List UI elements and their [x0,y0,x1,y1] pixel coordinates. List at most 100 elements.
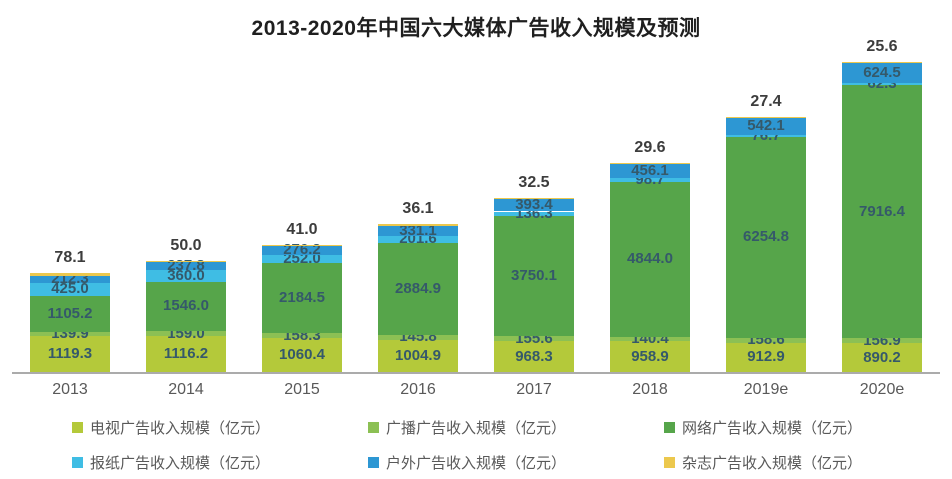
segment-tv [610,341,690,372]
legend-swatch-radio [368,422,379,433]
stacked-bar-2018: 958.9 140.4 4844.0 98.7 456.1 29.6 [610,139,690,372]
legend-label-radio: 广播广告收入规模（亿元） [386,420,567,437]
segment-tv [378,339,458,372]
legend-item-newspaper: 报纸广告收入规模（亿元） [72,452,368,473]
segment-magazine [262,244,342,247]
segment-tv [494,340,574,372]
x-axis-label-2015: 2015 [284,381,320,398]
segment-radio [494,336,574,341]
legend-item-outdoor: 户外广告收入规模（亿元） [368,452,664,473]
legend: 电视广告收入规模（亿元） 广播广告收入规模（亿元） 网络广告收入规模（亿元） 报纸广告… [72,417,952,473]
legend-label-tv: 电视广告收入规模（亿元） [90,420,271,437]
segment-network [30,296,110,332]
x-axis: 2013 2014 2015 2016 2017 2018 2019e 2020e [12,381,940,399]
segment-newspaper [146,270,226,282]
bar-column-2018: 958.9 140.4 4844.0 98.7 456.1 29.6 [592,46,708,372]
segment-network [262,262,342,333]
segment-network [494,215,574,336]
segment-radio [378,335,458,340]
plot-area: 1119.3 139.9 1105.2 425.0 212.3 78.1 1116.2 159… [12,39,940,374]
segment-network [610,181,690,337]
segment-magazine [610,162,690,164]
segment-outdoor [610,163,690,179]
x-axis-label-2017: 2017 [516,381,552,398]
segment-newspaper [610,178,690,182]
x-axis-label-2018: 2018 [632,381,668,398]
segment-magazine [726,116,806,118]
value-label-magazine: 50.0 [170,236,202,254]
segment-radio [726,337,806,343]
bar-column-2019e: 912.9 158.6 6254.8 76.7 542.1 27.4 [708,46,824,372]
segment-outdoor [146,262,226,271]
x-axis-label-2013: 2013 [52,381,88,398]
segment-outdoor [842,62,922,83]
segment-radio [262,332,342,339]
stacked-bar-2013: 1119.3 139.9 1105.2 425.0 212.3 78.1 [30,250,110,372]
segment-network [378,242,458,336]
x-axis-label-2020e: 2020e [859,381,905,398]
bar-column-2017: 968.3 155.6 3750.1 136.3 393.4 32.5 [476,46,592,372]
stacked-bar-2016: 1004.9 145.8 2884.9 201.6 331.1 36.1 [378,201,458,372]
legend-swatch-newspaper [72,457,83,468]
x-axis-label-2014: 2014 [168,381,204,398]
value-label-magazine: 32.5 [518,173,550,191]
stacked-bar-2014: 1116.2 159.0 1546.0 360.0 237.8 50.0 [146,237,226,372]
segment-radio [842,338,922,344]
segment-newspaper [842,82,922,85]
segment-tv [262,338,342,372]
segment-network [146,281,226,332]
segment-outdoor [30,275,110,283]
segment-tv [726,342,806,372]
chart-title: 2013-2020年中国六大媒体广告收入规模及预测 [251,17,701,40]
legend-item-tv: 电视广告收入规模（亿元） [72,417,368,438]
segment-radio [146,331,226,337]
legend-swatch-outdoor [368,457,379,468]
segment-radio [30,331,110,337]
legend-item-magazine: 杂志广告收入规模（亿元） [664,452,952,473]
segment-tv [30,336,110,372]
value-label-magazine: 36.1 [402,200,434,218]
legend-item-radio: 广播广告收入规模（亿元） [368,417,664,438]
x-axis-label-2019e: 2019e [743,381,789,398]
segment-newspaper [262,254,342,263]
segment-radio [610,336,690,342]
segment-newspaper [30,282,110,297]
legend-label-outdoor: 户外广告收入规模（亿元） [386,455,567,472]
segment-newspaper [726,134,806,138]
segment-magazine [494,197,574,199]
segment-magazine [146,260,226,263]
segment-outdoor [378,225,458,237]
segment-network [842,84,922,339]
segment-tv [842,343,922,372]
legend-swatch-tv [72,422,83,433]
segment-magazine [842,62,922,63]
segment-magazine [378,224,458,226]
stacked-bar-2015: 1060.4 158.3 2184.5 252.0 276.2 41.0 [262,221,342,372]
segment-outdoor [262,246,342,255]
value-label-magazine: 29.6 [634,138,666,156]
segment-magazine [30,273,110,276]
segment-tv [146,336,226,372]
value-label-magazine: 41.0 [286,220,318,238]
segment-outdoor [726,117,806,135]
legend-label-network: 网络广告收入规模（亿元） [682,420,863,437]
segment-outdoor [494,198,574,212]
bar-column-2014: 1116.2 159.0 1546.0 360.0 237.8 50.0 [128,46,244,372]
legend-item-network: 网络广告收入规模（亿元） [664,417,952,438]
stacked-bar-2019e: 912.9 158.6 6254.8 76.7 542.1 27.4 [726,93,806,372]
segment-newspaper [494,211,574,216]
value-label-magazine: 78.1 [54,249,86,267]
legend-label-newspaper: 报纸广告收入规模（亿元） [90,455,271,472]
legend-swatch-network [664,422,675,433]
stacked-bar-2017: 968.3 155.6 3750.1 136.3 393.4 32.5 [494,174,574,372]
bar-column-2013: 1119.3 139.9 1105.2 425.0 212.3 78.1 [12,46,128,372]
legend-swatch-magazine [664,457,675,468]
legend-label-magazine: 杂志广告收入规模（亿元） [682,455,863,472]
value-label-magazine: 27.4 [750,92,782,110]
bar-column-2020e: 890.2 156.9 7916.4 62.3 624.5 25.6 [824,39,940,372]
segment-network [726,137,806,338]
x-axis-label-2016: 2016 [400,381,436,398]
bar-column-2015: 1060.4 158.3 2184.5 252.0 276.2 41.0 [244,46,360,372]
segment-newspaper [378,236,458,243]
bar-column-2016: 1004.9 145.8 2884.9 201.6 331.1 36.1 [360,46,476,372]
